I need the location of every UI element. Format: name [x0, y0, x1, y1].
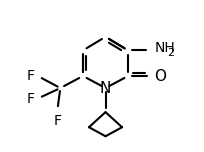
Text: 2: 2 — [166, 48, 174, 58]
Text: O: O — [154, 69, 166, 83]
Text: F: F — [27, 92, 34, 106]
Text: F: F — [53, 114, 61, 128]
Text: F: F — [27, 69, 34, 83]
Text: NH: NH — [154, 41, 174, 55]
Text: N: N — [99, 81, 111, 96]
